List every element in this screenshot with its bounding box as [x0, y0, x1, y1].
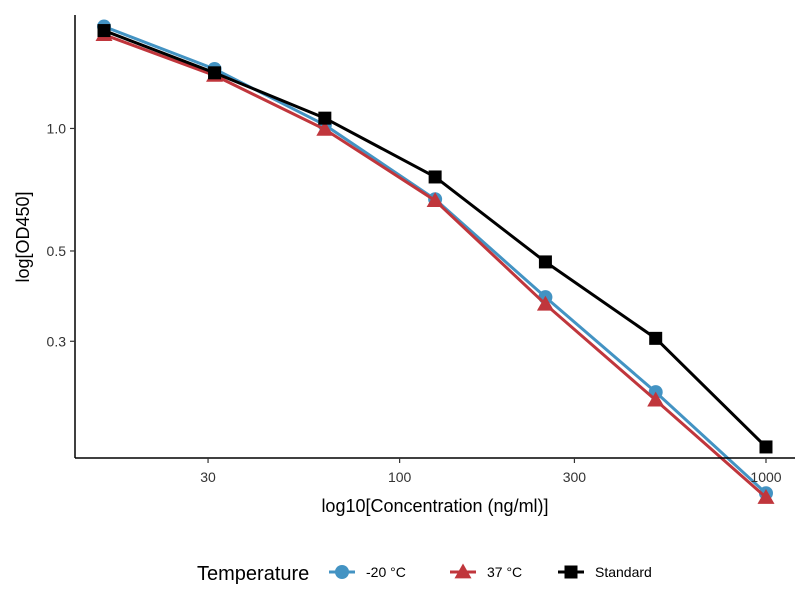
legend-label: -20 °C	[366, 564, 406, 580]
legend-key-marker	[335, 565, 349, 579]
y-axis-title: log[OD450]	[13, 191, 33, 282]
series-line-circle	[103, 25, 768, 495]
legend-item-square: Standard	[558, 564, 652, 580]
series-line-square	[103, 29, 768, 449]
data-point-square	[759, 440, 773, 454]
legend-key-marker	[564, 565, 578, 579]
legend-item-triangle: 37 °C	[450, 563, 522, 580]
data-point-square	[318, 111, 332, 125]
x-tick-label: 30	[200, 469, 216, 485]
x-axis-ticks: 30 100 300 1000	[200, 458, 782, 485]
data-point-triangle	[647, 391, 665, 407]
x-tick-label: 1000	[750, 469, 781, 485]
data-point-square	[428, 170, 442, 184]
x-tick-label: 100	[388, 469, 412, 485]
x-tick-label: 300	[563, 469, 587, 485]
legend: Temperature -20 °C 37 °C Standard	[197, 563, 652, 585]
data-point-square	[208, 66, 222, 80]
legend-label: 37 °C	[487, 564, 522, 580]
x-axis-title: log10[Concentration (ng/ml)]	[321, 496, 548, 516]
series-triangle	[95, 26, 775, 504]
series-square	[97, 24, 773, 454]
data-point-triangle	[316, 120, 334, 136]
legend-label: Standard	[595, 564, 652, 580]
series-circle	[97, 19, 773, 501]
series-line-triangle	[103, 33, 767, 499]
data-point-triangle	[757, 488, 775, 504]
legend-item-circle: -20 °C	[329, 564, 406, 580]
data-point-triangle	[426, 192, 444, 207]
data-point-square	[97, 24, 111, 38]
legend-key-marker	[454, 563, 472, 579]
y-tick-label: 0.5	[47, 243, 67, 259]
y-tick-label: 0.3	[47, 333, 67, 349]
y-tick-label: 1.0	[47, 120, 67, 136]
data-point-triangle	[536, 295, 554, 311]
y-axis-ticks: 1.0 0.5 0.3	[47, 120, 75, 349]
plot-area	[95, 19, 775, 504]
data-point-square	[538, 255, 552, 269]
data-point-square	[649, 331, 663, 345]
legend-title: Temperature	[197, 563, 309, 585]
